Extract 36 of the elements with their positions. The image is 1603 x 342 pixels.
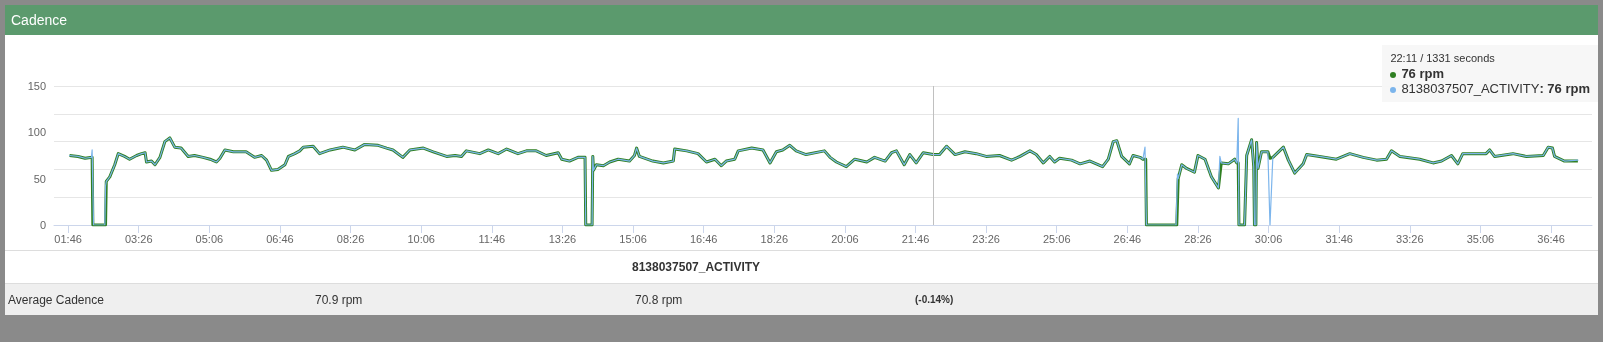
- annotation: : 76 rpm: [1539, 81, 1590, 96]
- x-tick-label: 13:26: [548, 232, 577, 245]
- x-tick-label: 35:06: [1466, 232, 1495, 245]
- y-tick-label: 150: [27, 80, 46, 92]
- x-tick-label: 33:26: [1396, 232, 1424, 245]
- x-tick-label: 20:06: [831, 232, 859, 245]
- x-tick-label: 23:26: [972, 232, 1000, 245]
- x-tick-label: 21:46: [901, 232, 930, 245]
- x-tick-label: 25:06: [1042, 232, 1071, 245]
- x-tick-label: 18:26: [760, 232, 789, 245]
- x-tick-label: 01:46: [54, 232, 82, 245]
- chart-title: Cadence: [5, 5, 1598, 35]
- x-tick-label: 06:46: [266, 232, 294, 245]
- x-tick-label: 15:06: [619, 232, 647, 245]
- text: 8138037507_ACTIVITY: [632, 260, 762, 274]
- x-tick-label: 05:06: [195, 232, 224, 245]
- x-tick-label: 30:06: [1254, 232, 1283, 245]
- x-tick-label: 16:46: [689, 232, 718, 245]
- x-tick-label: 08:26: [336, 232, 365, 245]
- y-tick-label: 50: [33, 172, 46, 185]
- x-tick-label: 31:46: [1325, 232, 1353, 245]
- text: Average Cadence: [8, 292, 105, 307]
- text: 70.9 rpm: [315, 292, 364, 307]
- x-tick-label: 11:46: [478, 232, 506, 245]
- x-tick-label: 26:46: [1113, 232, 1142, 245]
- text: (-0.14%): [915, 294, 955, 305]
- text: 22:11 / 1331 seconds: [1390, 51, 1496, 66]
- legend-label: 8138037507_ACTIVITY: [1401, 81, 1540, 96]
- y-tick-label: 0: [39, 219, 46, 231]
- x-tick-label: 10:06: [407, 232, 435, 245]
- x-tick-label: 03:26: [124, 232, 153, 245]
- text: 70.8 rpm: [635, 292, 684, 307]
- x-tick-label: 28:26: [1184, 232, 1212, 245]
- text: 76 rpm: [1401, 66, 1445, 81]
- y-tick-label: 100: [27, 126, 46, 139]
- x-tick-label: 36:46: [1537, 232, 1565, 245]
